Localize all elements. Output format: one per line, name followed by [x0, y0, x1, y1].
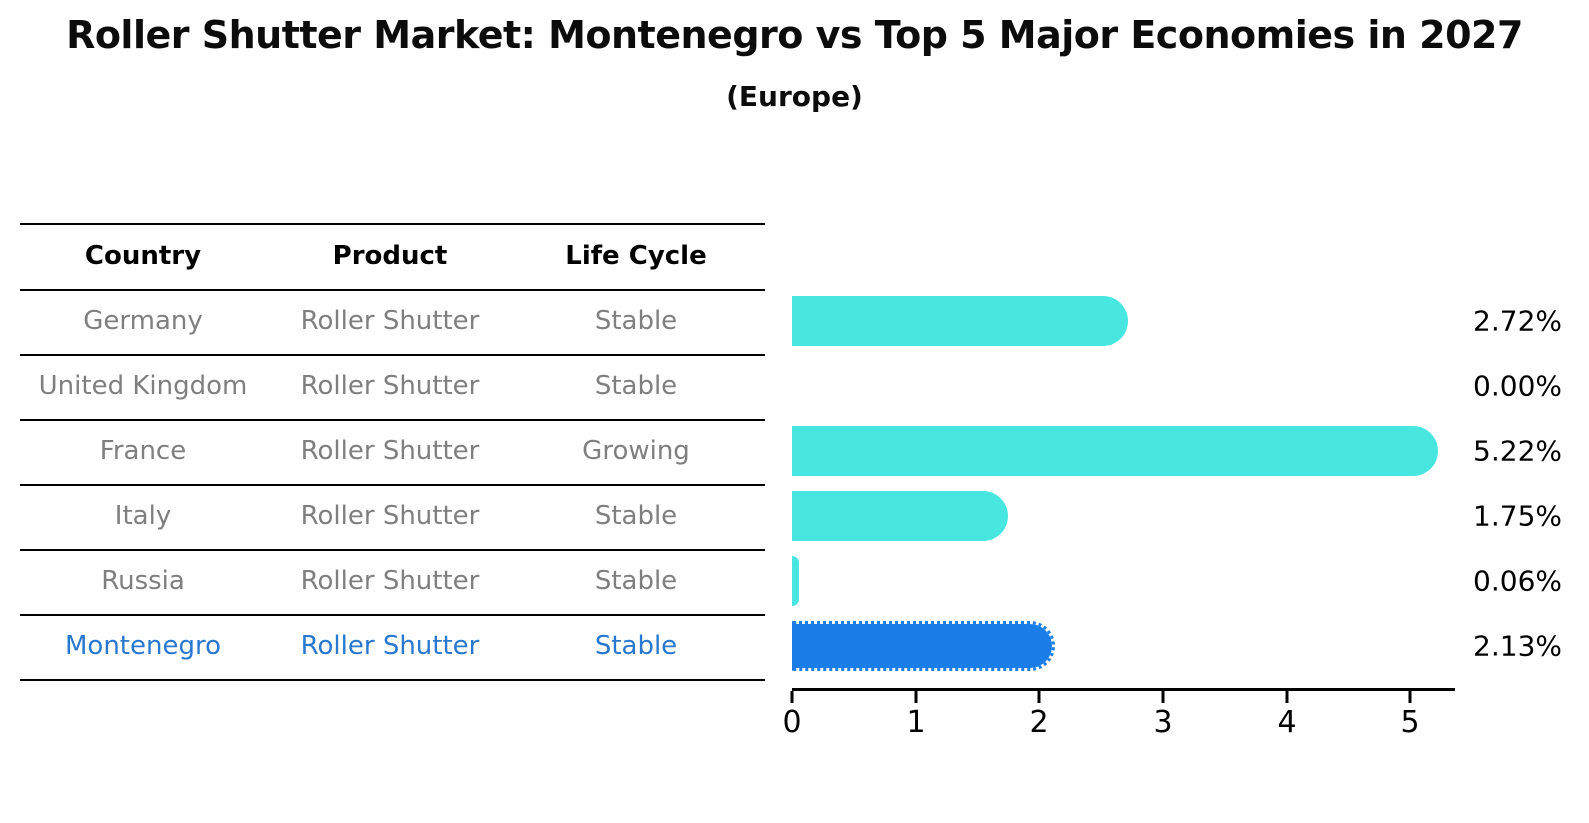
cell-life-cycle-montenegro: Stable	[594, 631, 678, 661]
cell-life-cycle: Stable	[594, 306, 678, 336]
value-label-montenegro: 2.13%	[1473, 629, 1562, 663]
cell-life-cycle: Stable	[594, 371, 678, 401]
x-tick-label: 4	[1277, 705, 1297, 740]
cell-country: Russia	[101, 566, 185, 596]
x-tick-label: 3	[1153, 705, 1173, 740]
cell-life-cycle: Growing	[582, 436, 690, 466]
row-separator	[20, 549, 765, 551]
value-label-russia: 0.06%	[1473, 564, 1562, 598]
cell-country: Italy	[114, 501, 172, 531]
bar-italy	[792, 491, 1008, 541]
row-separator	[20, 614, 765, 616]
cell-product: Roller Shutter	[300, 306, 480, 336]
bar-row-united-kingdom: 0.00%	[792, 361, 1582, 411]
x-tick-mark	[790, 691, 794, 703]
cell-country-montenegro: Montenegro	[64, 631, 222, 661]
cell-country: Germany	[83, 306, 203, 336]
x-tick-mark	[1408, 691, 1412, 703]
x-tick-mark	[914, 691, 918, 703]
chart-title: Roller Shutter Market: Montenegro vs Top…	[66, 13, 1523, 57]
x-tick-label: 2	[1029, 705, 1049, 740]
bar-row-montenegro: 2.13%	[792, 621, 1582, 671]
cell-product: Roller Shutter	[300, 371, 480, 401]
bar-row-germany: 2.72%	[792, 296, 1582, 346]
bar-montenegro-highlighted	[792, 621, 1055, 671]
value-label-italy: 1.75%	[1473, 499, 1562, 533]
value-label-united-kingdom: 0.00%	[1473, 369, 1562, 403]
cell-life-cycle: Stable	[594, 566, 678, 596]
table-border-top	[20, 223, 765, 225]
value-label-france: 5.22%	[1473, 434, 1562, 468]
cell-country: United Kingdom	[38, 371, 248, 401]
value-label-germany: 2.72%	[1473, 304, 1562, 338]
table-border-bottom	[20, 679, 765, 681]
x-tick-mark	[1161, 691, 1165, 703]
cell-product: Roller Shutter	[300, 566, 480, 596]
bar-row-italy: 1.75%	[792, 491, 1582, 541]
cell-product-montenegro: Roller Shutter	[300, 631, 480, 661]
row-separator	[20, 354, 765, 356]
bar-row-russia: 0.06%	[792, 556, 1582, 606]
x-tick-mark	[1037, 691, 1041, 703]
cell-country: France	[99, 436, 187, 466]
column-header-life-cycle: Life Cycle	[565, 241, 707, 271]
column-header-country: Country	[84, 241, 202, 271]
bar-russia	[792, 556, 799, 606]
cell-life-cycle: Stable	[594, 501, 678, 531]
row-separator	[20, 419, 765, 421]
column-header-product: Product	[332, 241, 448, 271]
x-axis-line	[792, 688, 1455, 691]
cell-product: Roller Shutter	[300, 501, 480, 531]
chart-subtitle: (Europe)	[726, 80, 863, 113]
x-tick-mark	[1285, 691, 1289, 703]
x-tick-label: 0	[782, 705, 802, 740]
bar-france	[792, 426, 1438, 476]
cell-product: Roller Shutter	[300, 436, 480, 466]
x-tick-label: 5	[1400, 705, 1420, 740]
table-header-separator	[20, 289, 765, 291]
bar-row-france: 5.22%	[792, 426, 1582, 476]
x-tick-label: 1	[906, 705, 926, 740]
row-separator	[20, 484, 765, 486]
bar-germany	[792, 296, 1128, 346]
